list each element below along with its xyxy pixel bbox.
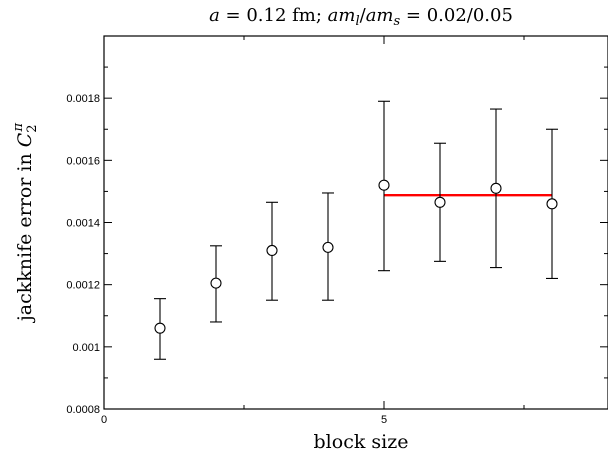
chart-title: a = 0.12 fm; aml/ams = 0.02/0.05 <box>209 5 513 29</box>
data-point <box>266 244 278 257</box>
data-point <box>210 277 222 289</box>
data-point <box>434 196 446 208</box>
data-point <box>154 322 166 334</box>
y-axis-label: jackknife error in C2π <box>11 122 40 323</box>
data-point <box>378 179 390 191</box>
y-tick-label: 0.001 <box>72 342 100 354</box>
data-point <box>490 182 502 194</box>
data-point <box>546 198 558 210</box>
plot-frame <box>103 35 608 410</box>
axis-ticks: 0.0008 0.001 0.0012 0.0014 0.0016 0.0018 0 5 <box>66 36 608 426</box>
chart-title-text: a = 0.12 fm; aml/ams = 0.02/0.05 <box>209 5 513 29</box>
x-axis-label: block size <box>314 431 409 453</box>
y-tick-label: 0.0008 <box>66 404 100 416</box>
x-tick-label: 0 <box>101 414 107 426</box>
y-tick-label: 0.0018 <box>66 93 100 105</box>
y-tick-label: 0.0016 <box>66 155 100 167</box>
x-tick-label: 5 <box>381 414 387 426</box>
y-tick-label: 0.0014 <box>66 218 100 230</box>
data-points <box>154 100 558 360</box>
y-tick-label: 0.0012 <box>66 280 100 292</box>
data-point <box>322 241 334 253</box>
